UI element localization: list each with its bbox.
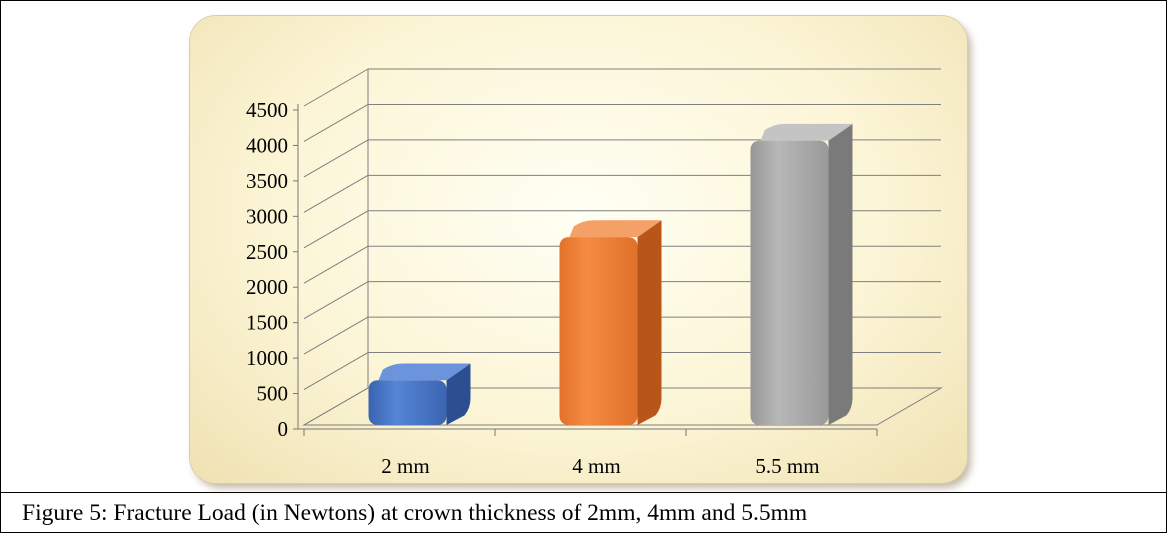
bar-front-face — [559, 237, 638, 425]
gridline-side — [303, 316, 369, 355]
y-tick-label: 1500 — [246, 311, 288, 335]
caption-divider — [0, 492, 1167, 493]
x-category-label: 2 mm — [381, 454, 429, 478]
bar-chart: 0 500 1000 1500 2000 2500 3000 3500 4000 4500 2 m… — [246, 68, 943, 478]
y-tick-label: 3500 — [246, 169, 288, 193]
y-tick-label: 0 — [278, 417, 289, 441]
bar-front-face — [368, 380, 447, 425]
y-tick-label: 2000 — [246, 275, 288, 299]
bar-4mm — [559, 220, 662, 425]
y-tick-label: 2500 — [246, 240, 288, 264]
y-tick-label: 500 — [257, 382, 289, 406]
y-tick-label: 4000 — [246, 133, 288, 157]
figure-caption: Figure 5: Fracture Load (in Newtons) at … — [22, 500, 808, 526]
y-tick-label: 4500 — [246, 98, 288, 122]
bar-2mm — [368, 363, 471, 425]
bar-front-face — [750, 140, 829, 425]
y-tick-label: 3000 — [246, 204, 288, 228]
gridline-side — [303, 104, 369, 142]
x-category-label: 4 mm — [572, 454, 620, 478]
bar-top-face — [760, 123, 853, 141]
gridline-side — [303, 387, 369, 426]
bar-5-5mm — [750, 123, 853, 425]
gridline-side — [303, 352, 369, 390]
y-tick-label: 1000 — [246, 346, 288, 370]
bar-side-face — [828, 123, 853, 425]
bar-top-face — [378, 363, 471, 381]
bar-side-face — [446, 363, 471, 425]
gridline-side — [303, 174, 369, 213]
gridline-side — [303, 245, 369, 284]
gridline-side — [303, 281, 369, 320]
gridline-side — [303, 68, 369, 107]
bar-top-face — [569, 220, 662, 238]
chart-panel: 0 500 1000 1500 2000 2500 3000 3500 4000 4500 2 m… — [190, 16, 967, 483]
x-category-label: 5.5 mm — [755, 454, 819, 478]
gridline-side — [303, 210, 369, 249]
bar-side-face — [637, 220, 662, 425]
gridline-side — [303, 139, 369, 178]
